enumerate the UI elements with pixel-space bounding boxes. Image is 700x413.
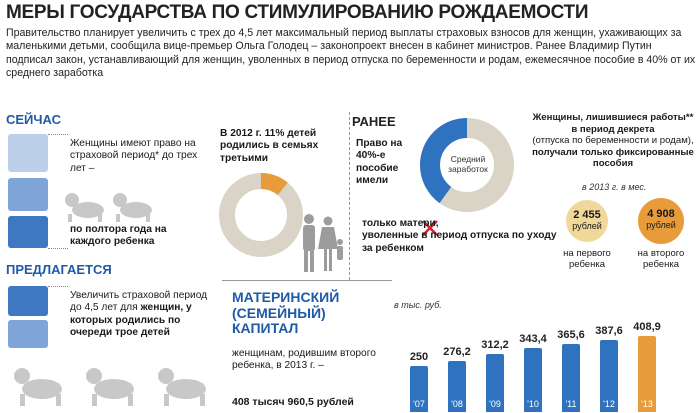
proposed-block-1 <box>8 286 48 316</box>
chart-bar <box>638 336 656 412</box>
period-block-1 <box>8 134 48 172</box>
chart-bar <box>524 348 542 412</box>
capital-amount: 408 тысяч 960,5 рублей <box>232 396 354 408</box>
chart-value-label: 250 <box>409 350 429 363</box>
chart-bar <box>448 360 466 412</box>
period-block-3 <box>8 216 48 248</box>
proposed-text: Увеличить страховой период до 4,5 лет дл… <box>70 290 208 339</box>
chart-value-label: 276,2 <box>443 345 471 358</box>
now-text-1: Женщины имеют право на страховой период*… <box>70 138 198 174</box>
fixed-text: Женщины, лишившиеся работы** в период де… <box>532 112 694 170</box>
before-right-text: Право на 40%-е пособие имели <box>356 138 403 187</box>
cross-icon <box>422 220 438 236</box>
before-header: РАНЕЕ <box>352 114 396 129</box>
chart-bar <box>486 354 504 412</box>
fixed-note: в 2013 г. в мес. <box>582 182 647 192</box>
coin-first-caption: на первого ребенка <box>563 248 611 270</box>
chart-category-label: '12 <box>603 399 615 409</box>
chart-category-label: '13 <box>641 399 653 409</box>
chart-value-label: 365,6 <box>557 329 585 342</box>
babies-three-icon <box>14 368 206 406</box>
before-donut <box>420 118 514 212</box>
chart-value-label: 312,2 <box>481 339 509 352</box>
chart-category-label: '09 <box>489 399 501 409</box>
before-cross-text: только матери, уволенные в период отпуска… <box>362 218 557 254</box>
proposed-header: ПРЕДЛАГАЕТСЯ <box>6 262 112 277</box>
chart-unit: в тыс. руб. <box>394 300 442 310</box>
now-text-2: по полтора года на каждого ребенка <box>70 224 167 248</box>
capital-bar-chart: 250 '07 276,2 '08 312,2 '09 343,4 '10 365,6 '11 38… <box>400 300 696 412</box>
babies-icon <box>65 193 152 222</box>
coin-first: 2 455 рублей <box>566 200 608 242</box>
three-children-text: В 2012 г. 11% детей родились в семьях тр… <box>220 128 319 164</box>
now-header: СЕЙЧАС <box>6 112 61 127</box>
chart-value-label: 387,6 <box>595 325 623 338</box>
family-icon <box>303 214 343 272</box>
proposed-block-2 <box>8 320 48 348</box>
chart-value-label: 343,4 <box>519 333 547 346</box>
capital-header: МАТЕРИНСКИЙ (СЕМЕЙНЫЙ) КАПИТАЛ <box>232 289 340 336</box>
coin-second-caption: на второго ребенка <box>637 248 685 270</box>
chart-value-label: 408,9 <box>633 321 661 334</box>
chart-category-label: '07 <box>413 399 425 409</box>
chart-category-label: '08 <box>451 399 463 409</box>
chart-bar <box>600 340 618 412</box>
coin-second: 4 908 рублей <box>638 198 684 244</box>
page-title: МЕРЫ ГОСУДАРСТВА ПО СТИМУЛИРОВАНИЮ РОЖДА… <box>6 2 589 23</box>
three-children-donut <box>219 173 303 257</box>
period-block-2 <box>8 178 48 211</box>
chart-bar <box>562 344 580 412</box>
donut-label: Средний заработок <box>448 154 488 174</box>
chart-category-label: '11 <box>565 399 577 409</box>
intro-text: Правительство планирует увеличить с трех… <box>6 27 696 80</box>
chart-bar <box>410 365 428 412</box>
capital-text: женщинам, родившим второго ребенка, в 20… <box>232 348 376 372</box>
chart-category-label: '10 <box>527 399 539 409</box>
